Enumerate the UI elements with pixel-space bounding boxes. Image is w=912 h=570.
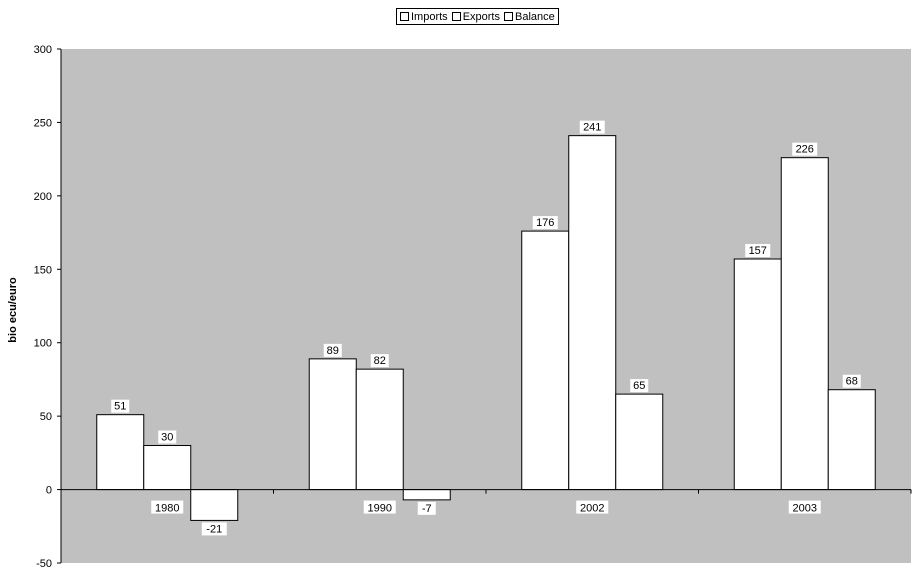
bar-exports-1990 bbox=[355, 368, 404, 491]
data-label-balance-2002: 65 bbox=[633, 380, 645, 392]
data-label-balance-1980: -21 bbox=[206, 523, 222, 535]
y-tick-label-2: 50 bbox=[40, 411, 52, 423]
data-label-bg-balance-1990 bbox=[417, 501, 436, 515]
legend-item-exports: Exports bbox=[451, 10, 500, 23]
y-tick-label-0: -50 bbox=[36, 558, 52, 570]
data-label-bg-imports-1990 bbox=[323, 343, 342, 357]
bar-exports-1980 bbox=[143, 445, 192, 491]
bar-imports-2003 bbox=[733, 258, 782, 491]
category-label-1980: 1980 bbox=[155, 503, 179, 515]
category-label-bg-1980 bbox=[151, 500, 184, 514]
category-label-2002: 2002 bbox=[580, 503, 604, 515]
data-label-exports-1980: 30 bbox=[161, 432, 173, 444]
data-label-exports-2003: 226 bbox=[796, 144, 814, 156]
legend-label-balance: Balance bbox=[514, 10, 555, 23]
data-label-bg-balance-2002 bbox=[630, 379, 649, 393]
y-tick-label-1: 0 bbox=[46, 485, 52, 497]
chart-legend: Imports Exports Balance bbox=[396, 8, 559, 25]
category-label-2003: 2003 bbox=[793, 503, 817, 515]
y-tick-label-4: 150 bbox=[34, 264, 52, 276]
bar-exports-2002 bbox=[568, 135, 617, 491]
data-label-imports-1990: 89 bbox=[327, 345, 339, 357]
data-label-balance-1990: -7 bbox=[422, 503, 432, 515]
data-label-imports-2002: 176 bbox=[536, 217, 554, 229]
y-tick-label-5: 200 bbox=[34, 191, 52, 203]
bar-balance-2003 bbox=[827, 389, 876, 491]
data-label-balance-2003: 68 bbox=[846, 376, 858, 388]
bar-balance-1990 bbox=[402, 489, 451, 501]
data-label-bg-imports-2002 bbox=[532, 216, 558, 230]
data-label-imports-1980: 51 bbox=[114, 401, 126, 413]
category-label-bg-2003 bbox=[788, 500, 821, 514]
category-label-bg-2002 bbox=[576, 500, 609, 514]
data-label-bg-balance-2003 bbox=[842, 374, 861, 388]
legend-swatch-balance bbox=[503, 12, 513, 21]
legend-label-imports: Imports bbox=[411, 10, 448, 23]
legend-item-imports: Imports bbox=[400, 11, 448, 23]
legend-swatch-exports bbox=[451, 12, 461, 21]
bar-exports-2003 bbox=[780, 157, 829, 491]
data-label-bg-exports-1990 bbox=[370, 354, 389, 368]
bar-imports-1980 bbox=[96, 414, 145, 491]
data-label-bg-exports-2003 bbox=[792, 142, 818, 156]
data-label-exports-1990: 82 bbox=[374, 355, 386, 367]
legend-label-exports: Exports bbox=[462, 10, 500, 23]
bar-imports-2002 bbox=[521, 230, 570, 491]
legend-swatch-imports bbox=[400, 12, 409, 21]
y-tick-label-7: 300 bbox=[34, 44, 52, 56]
bar-balance-1980 bbox=[190, 489, 239, 521]
data-label-bg-balance-1980 bbox=[201, 522, 227, 536]
data-label-bg-imports-1980 bbox=[111, 399, 130, 413]
legend-item-balance: Balance bbox=[503, 10, 555, 23]
bar-balance-2002 bbox=[615, 393, 664, 491]
category-label-bg-1990 bbox=[363, 500, 396, 514]
data-label-bg-exports-2002 bbox=[579, 120, 605, 134]
category-label-1990: 1990 bbox=[368, 503, 392, 515]
data-label-exports-2002: 241 bbox=[583, 122, 601, 134]
y-tick-label-6: 250 bbox=[34, 117, 52, 129]
y-axis-label: bio ecu/euro bbox=[7, 277, 19, 343]
y-tick-label-3: 100 bbox=[34, 338, 52, 350]
data-label-imports-2003: 157 bbox=[749, 245, 767, 257]
bar-imports-1990 bbox=[308, 358, 357, 491]
data-label-bg-exports-1980 bbox=[158, 430, 177, 444]
data-label-bg-imports-2003 bbox=[745, 244, 771, 258]
